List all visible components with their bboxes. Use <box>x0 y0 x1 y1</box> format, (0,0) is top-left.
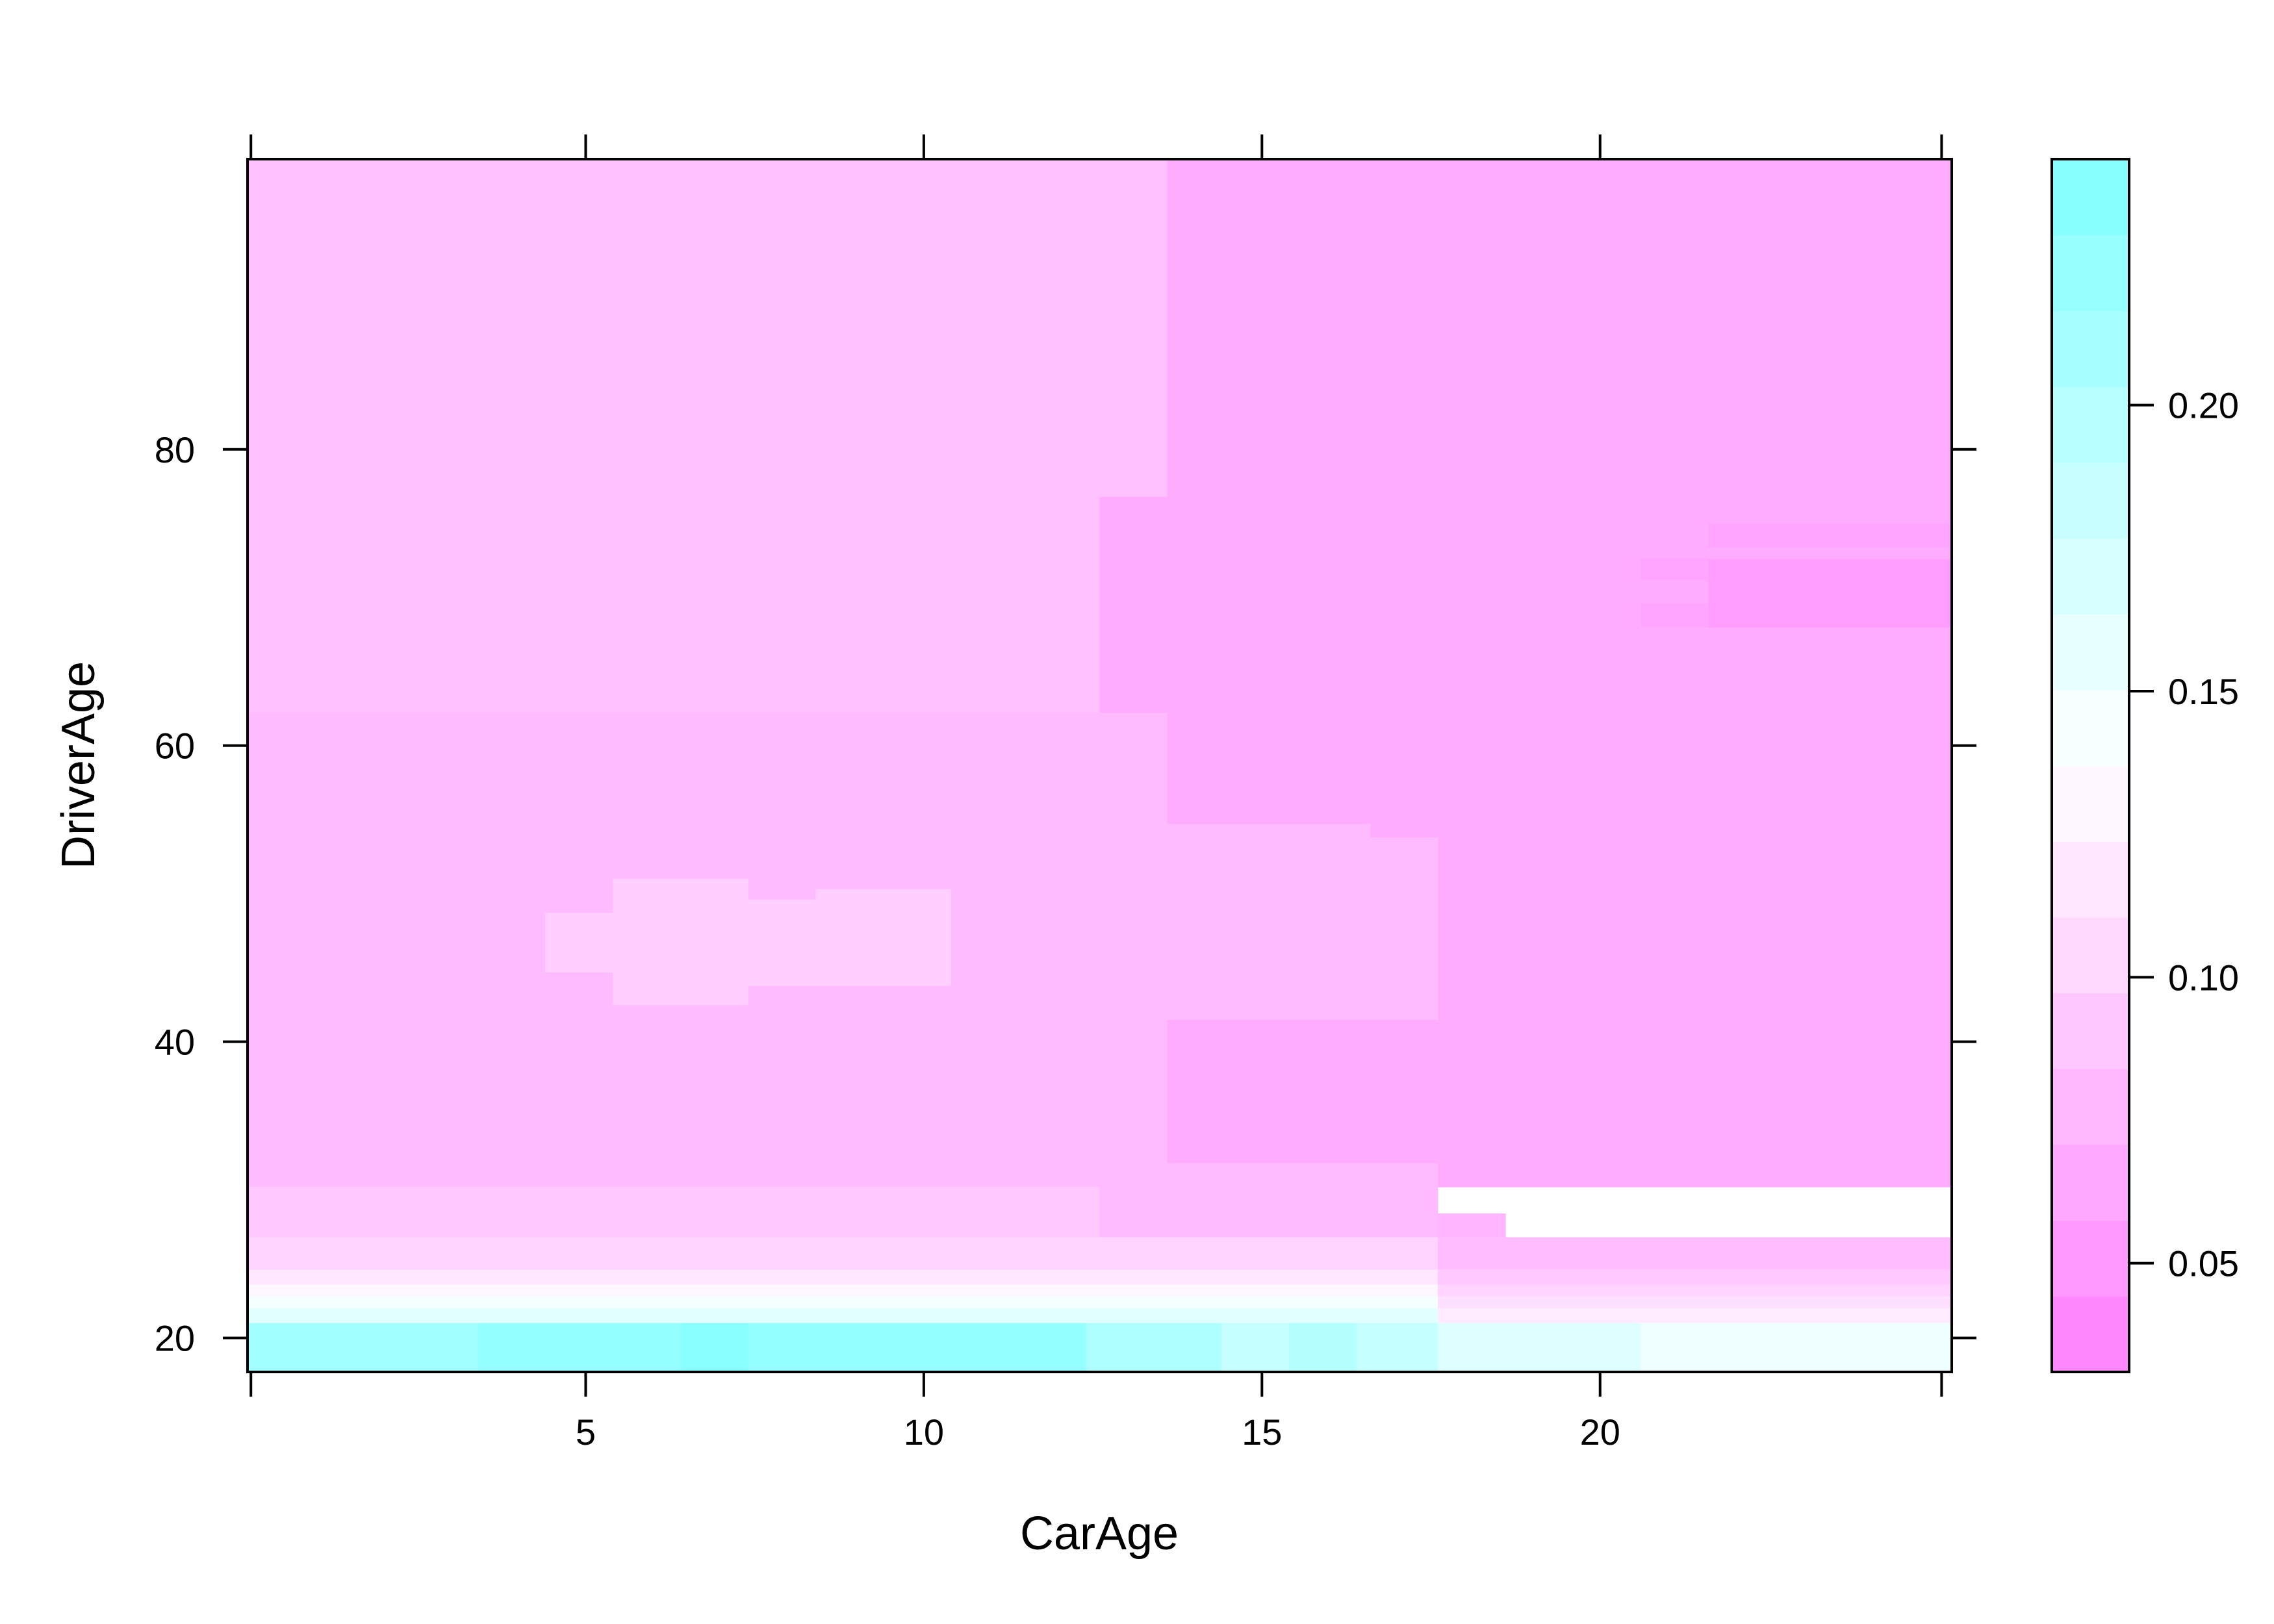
colorbar-swatch <box>2052 1220 2129 1297</box>
heatmap-cell <box>1099 1163 1438 1238</box>
colorbar-tick-label: 0.15 <box>2168 671 2239 712</box>
heatmap-cell <box>1437 1269 1952 1286</box>
heatmap-cell <box>680 1323 748 1373</box>
x-tick-label: 15 <box>1242 1412 1282 1453</box>
colorbar-swatch <box>2052 538 2129 615</box>
y-tick-label: 40 <box>155 1022 195 1063</box>
x-tick-label: 20 <box>1580 1412 1620 1453</box>
heatmap-cell <box>1641 559 1709 581</box>
heatmap-cell <box>1437 1237 1952 1271</box>
colorbar-swatch <box>2052 1069 2129 1145</box>
heatmap-cell <box>477 1323 681 1373</box>
heatmap-cell <box>1167 159 1952 498</box>
x-tick-label: 5 <box>576 1412 596 1453</box>
heatmap-cell <box>1708 523 1952 548</box>
colorbar-swatch <box>2052 462 2129 539</box>
heatmap-cell <box>1641 1323 1952 1373</box>
heatmap-cell <box>1437 1296 1952 1309</box>
heatmap-cell <box>248 1187 1101 1238</box>
colorbar-tick-label: 0.10 <box>2168 957 2239 998</box>
heatmap-cell <box>1370 837 1438 1021</box>
colorbar-swatch <box>2052 1144 2129 1221</box>
heatmap-cell <box>1221 1323 1290 1373</box>
heatmap-cell <box>748 1323 1087 1373</box>
colorbar-swatch <box>2052 387 2129 463</box>
y-tick-label: 80 <box>155 429 195 470</box>
heatmap-cells <box>248 159 1952 1373</box>
heatmap-cell <box>248 496 1101 714</box>
colorbar-swatch <box>2052 614 2129 691</box>
heatmap-cell <box>1437 1308 1952 1324</box>
heatmap-cell <box>544 913 613 973</box>
colorbar-swatch <box>2052 311 2129 387</box>
y-axis-title: DriverAge <box>53 661 105 869</box>
heatmap-cell <box>1167 824 1371 1021</box>
colorbar-swatch <box>2052 159 2129 236</box>
y-tick-label: 20 <box>155 1318 195 1359</box>
heatmap-cell <box>748 899 816 986</box>
colorbar-frame <box>2050 158 2130 1373</box>
colorbar-tick-label: 0.20 <box>2168 385 2239 426</box>
colorbar-swatch <box>2052 235 2129 311</box>
heatmap-cell <box>1437 1213 1506 1238</box>
x-axis-title: CarAge <box>1020 1508 1179 1560</box>
heatmap-cell <box>1437 1323 1641 1373</box>
heatmap-cell <box>1357 1323 1438 1373</box>
heatmap-cell <box>1437 1284 1952 1297</box>
colorbar-tick-label: 0.05 <box>2168 1243 2239 1284</box>
plot-frame <box>246 158 1953 1373</box>
colorbar-swatch <box>2052 917 2129 994</box>
heatmap-cell <box>1708 559 1952 628</box>
heatmap-cell <box>248 1323 478 1373</box>
colorbar-swatch <box>2052 765 2129 842</box>
colorbar-swatch <box>2052 689 2129 767</box>
heatmap-cell <box>248 159 1168 498</box>
heatmap-cell <box>1288 1323 1357 1373</box>
heatmap-cell <box>1641 603 1709 628</box>
axes: 5 10 15 20 20 40 60 80 <box>155 134 1976 1453</box>
heatmap-cell <box>613 878 748 1006</box>
y-tick-label: 60 <box>155 726 195 767</box>
x-tick-label: 10 <box>904 1412 944 1453</box>
colorbar-swatch <box>2052 993 2129 1069</box>
colorbar-swatch <box>2052 841 2129 918</box>
colorbar: 0.05 0.10 0.15 0.20 <box>2050 158 2239 1373</box>
heatmap-cell <box>815 889 952 986</box>
heatmap-cell <box>1086 1323 1222 1373</box>
colorbar-swatch <box>2052 1296 2129 1373</box>
